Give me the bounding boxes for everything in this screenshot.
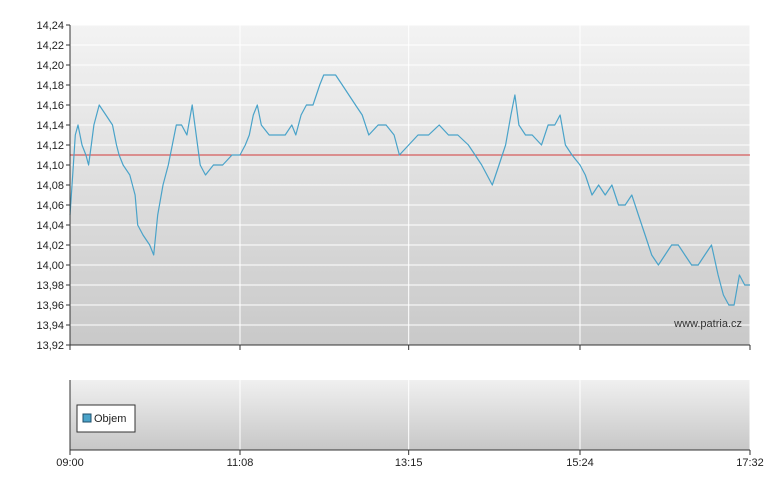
y-tick-label: 14,14 — [36, 120, 64, 132]
y-tick-label: 14,00 — [36, 260, 64, 272]
x-tick-label: 13:15 — [395, 457, 423, 469]
y-tick-label: 14,16 — [36, 100, 64, 112]
legend: Objem — [76, 404, 136, 433]
y-tick-label: 14,24 — [36, 20, 64, 32]
legend-swatch — [82, 413, 92, 423]
x-tick-label: 17:32 — [736, 457, 764, 469]
y-tick-label: 14,12 — [36, 140, 64, 152]
y-tick-label: 14,10 — [36, 160, 64, 172]
y-tick-label: 13,94 — [36, 320, 64, 332]
y-tick-label: 13,92 — [36, 340, 64, 352]
y-tick-label: 14,18 — [36, 80, 64, 92]
x-tick-label: 15:24 — [566, 457, 594, 469]
y-tick-label: 14,06 — [36, 200, 64, 212]
legend-label: Objem — [94, 413, 126, 425]
y-tick-label: 14,04 — [36, 220, 64, 232]
x-tick-label: 11:08 — [227, 457, 254, 469]
y-tick-label: 13,96 — [36, 300, 64, 312]
y-tick-label: 14,08 — [36, 180, 64, 192]
volume-plot-background — [70, 380, 750, 450]
price-series-line — [69, 74, 750, 306]
y-tick-label: 14,02 — [36, 240, 64, 252]
watermark: www.patria.cz — [673, 318, 742, 330]
y-tick-label: 14,20 — [36, 60, 64, 72]
x-tick-label: 09:00 — [56, 457, 84, 469]
y-tick-label: 14,22 — [36, 40, 64, 52]
y-tick-label: 13,98 — [36, 280, 64, 292]
